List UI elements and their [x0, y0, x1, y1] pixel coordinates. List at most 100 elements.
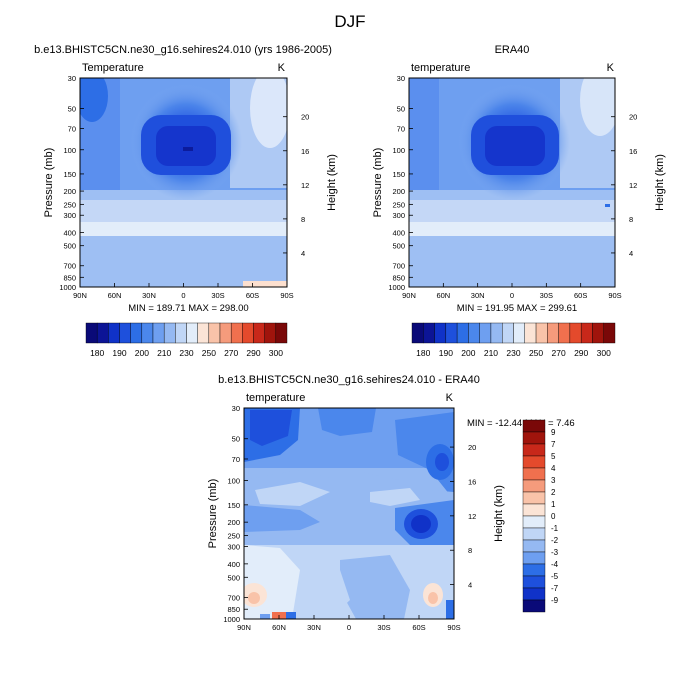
colorbar-swatch [522, 455, 546, 469]
x-tick-label: 90N [237, 623, 251, 632]
colorbar-swatch [141, 322, 154, 344]
colorbar-label: -3 [551, 548, 559, 557]
y-tick-label: 100 [392, 146, 405, 155]
y-axis-label: Pressure (mb) [372, 148, 384, 218]
height-tick-label: 16 [301, 147, 309, 156]
colorbar-swatch [479, 322, 492, 344]
y-tick-label: 300 [392, 211, 405, 220]
colorbar-swatch [275, 322, 288, 344]
colorbar-swatch [522, 443, 546, 457]
height-tick-label: 4 [468, 581, 472, 590]
y-tick-label: 30 [232, 404, 240, 413]
colorbar-swatch [253, 322, 265, 344]
y-tick-label: 1000 [223, 615, 240, 624]
x-tick-label: 60N [108, 291, 122, 300]
x-tick-label: 60N [272, 623, 286, 632]
colorbar-swatch [522, 491, 546, 505]
x-tick-label: 30S [377, 623, 390, 632]
x-tick-label: 30N [471, 291, 485, 300]
y-tick-label: 700 [392, 262, 405, 271]
colorbar-label: 270 [224, 348, 238, 358]
axes-panel-3: 3050701001502002503004005007008501000Pre… [207, 404, 559, 632]
colorbar-swatch [230, 322, 243, 344]
units-label: K [278, 62, 286, 74]
colorbar-swatch [130, 322, 143, 344]
colorbar-swatch [592, 322, 604, 344]
height-tick-label: 20 [629, 113, 637, 122]
height-tick-label: 12 [629, 181, 637, 190]
y-tick-label: 70 [232, 455, 240, 464]
colorbar-swatch [152, 322, 165, 344]
height-tick-label: 8 [301, 215, 305, 224]
colorbar-swatch [522, 527, 546, 541]
colorbar-label: 7 [551, 440, 556, 449]
colorbar-swatch [522, 503, 546, 517]
x-tick-label: 0 [347, 623, 351, 632]
x-tick-label: 90S [447, 623, 460, 632]
stats-label: MIN = 191.95 MAX = 299.61 [457, 303, 577, 314]
y-tick-label: 200 [63, 187, 76, 196]
y-tick-label: 70 [397, 125, 405, 134]
height-tick-label: 4 [301, 249, 305, 258]
height-tick-label: 8 [629, 215, 633, 224]
variable-label: temperature [411, 62, 470, 74]
panel-title: b.e13.BHISTC5CN.ne30_g16.sehires24.010 -… [218, 374, 480, 386]
colorbar-label: 9 [551, 428, 556, 437]
colorbar-label: 180 [416, 348, 430, 358]
y-tick-label: 50 [68, 104, 76, 113]
height-tick-label: 12 [468, 512, 476, 521]
y-tick-label: 70 [68, 125, 76, 134]
colorbar-swatch [163, 322, 176, 344]
x-tick-label: 90S [280, 291, 293, 300]
heatmap-field [409, 78, 615, 287]
colorbar-label: 190 [112, 348, 126, 358]
colorbar-swatch [208, 322, 221, 344]
colorbar-label: 210 [157, 348, 171, 358]
panel-model: b.e13.BHISTC5CN.ne30_g16.sehires24.010 (… [34, 44, 332, 288]
colorbar-swatch [119, 322, 131, 344]
colorbar-label: 300 [269, 348, 283, 358]
y-tick-label: 500 [63, 242, 76, 251]
colorbar-swatch [522, 431, 546, 445]
colorbar-label: 190 [439, 348, 453, 358]
colorbar-label: 210 [484, 348, 498, 358]
axes-panel-1: 3050701001502002503004005007008501000Pre… [43, 74, 338, 358]
heatmap-field [244, 408, 454, 619]
units-label: K [607, 62, 615, 74]
height-tick-label: 20 [468, 443, 476, 452]
colorbar-swatch [522, 515, 546, 529]
y-tick-label: 200 [227, 518, 240, 527]
y-tick-label: 300 [227, 543, 240, 552]
colorbar-swatch [434, 322, 447, 344]
colorbar: 9 7 5 4 3 2 1 0 -1 -2 -3 -4 -5 -7 -9 [522, 419, 559, 613]
colorbar-label: -9 [551, 596, 559, 605]
colorbar-swatch [522, 563, 546, 577]
variable-label: temperature [246, 392, 305, 404]
colorbar-swatch [524, 322, 537, 344]
colorbar-swatch [411, 322, 424, 344]
colorbar-swatch [96, 322, 109, 344]
y-axis-right-label: Height (km) [654, 154, 666, 211]
x-tick-label: 60S [412, 623, 425, 632]
x-tick-label: 60S [246, 291, 259, 300]
colorbar-label: 270 [552, 348, 566, 358]
colorbar-label: 1 [551, 500, 556, 509]
panel-title: ERA40 [495, 44, 530, 56]
axes-panel-2: 3050701001502002503004005007008501000Pre… [372, 74, 666, 358]
colorbar-swatch [569, 322, 582, 344]
y-tick-label: 850 [63, 273, 76, 282]
x-tick-label: 90N [402, 291, 416, 300]
colorbar-label: 230 [506, 348, 520, 358]
colorbar-swatch [522, 587, 546, 601]
y-tick-label: 250 [63, 200, 76, 209]
y-tick-label: 700 [63, 262, 76, 271]
colorbar-label: 230 [179, 348, 193, 358]
colorbar-swatch [186, 322, 198, 344]
colorbar-label: 250 [202, 348, 216, 358]
y-tick-label: 250 [392, 200, 405, 209]
y-tick-label: 300 [63, 211, 76, 220]
colorbar-swatch [522, 575, 546, 589]
y-axis-label: Pressure (mb) [43, 148, 55, 218]
stats-label: MIN = -12.44 MAX = 7.46 [467, 418, 575, 429]
y-tick-label: 30 [397, 74, 405, 83]
